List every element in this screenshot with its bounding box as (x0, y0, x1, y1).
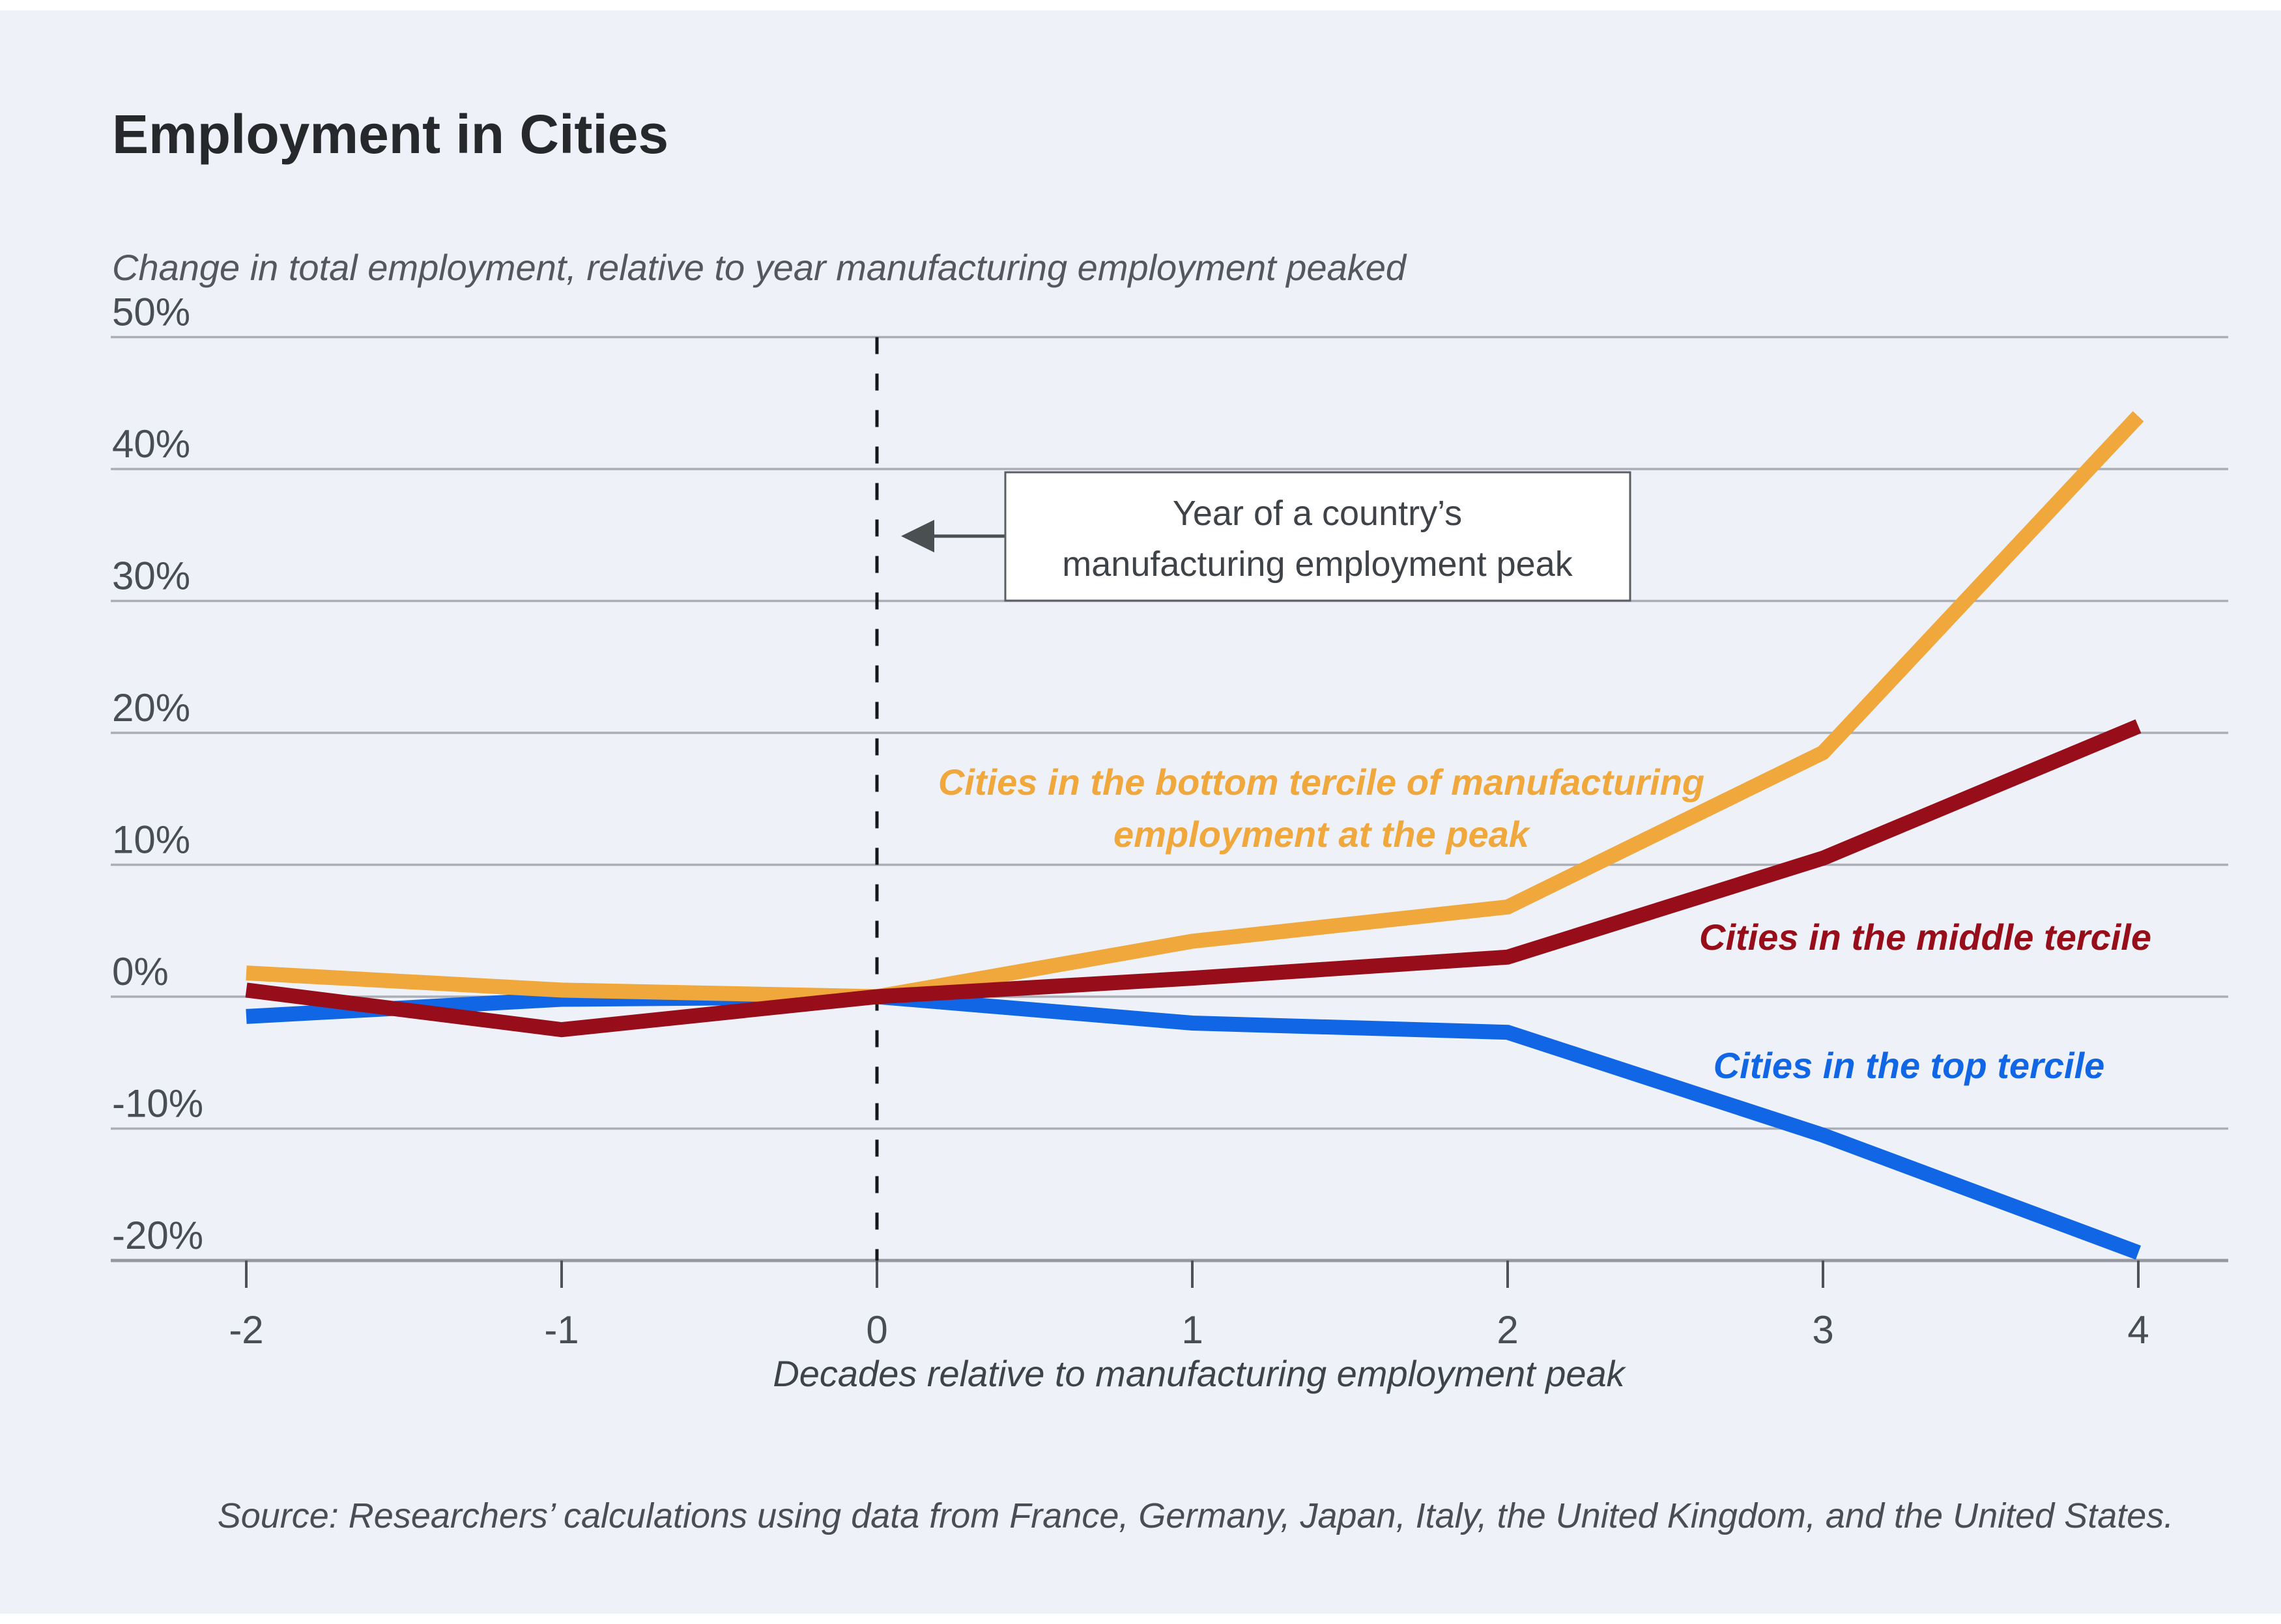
top-edge-strip (0, 0, 2281, 10)
chart-title: Employment in Cities (112, 104, 668, 165)
annotation-text-line1: Year of a country’s (1173, 494, 1462, 533)
annotation-text-line2: manufacturing employment peak (1062, 545, 1573, 584)
y-tick-label-10: 10% (112, 818, 190, 862)
series-lines-group (245, 411, 2144, 1260)
x-axis-group: -2 -1 0 1 2 3 4 (229, 1261, 2149, 1352)
series-label-bottom-tercile: Cities in the bottom tercile of manufact… (938, 762, 1704, 855)
y-tick-label-40: 40% (112, 422, 190, 466)
x-tick-label-4: 4 (2127, 1308, 2149, 1352)
series-line-top-tercile (246, 989, 2142, 1260)
bottom-tercile-label-line2: employment at the peak (1113, 814, 1531, 855)
y-tick-label-30: 30% (112, 554, 190, 598)
annotation-box (1004, 471, 1631, 602)
source-note: Source: Researchers’ calculations using … (218, 1496, 2174, 1535)
x-axis-label: Decades relative to manufacturing employ… (773, 1353, 1626, 1394)
annotation-arrow-head-icon (901, 520, 934, 552)
x-tick-label-2: 2 (1497, 1308, 1518, 1352)
y-tick-label--10: -10% (112, 1082, 203, 1126)
bottom-tercile-label-line1: Cities in the bottom tercile of manufact… (938, 762, 1704, 803)
series-line-middle-tercile (245, 719, 2142, 1038)
gridlines-group: 50% 40% 30% 20% 10% 0% -10% -20% (111, 291, 2228, 1262)
bottom-edge-strip (0, 1614, 2281, 1624)
y-axis-note: Change in total employment, relative to … (112, 247, 1407, 288)
x-tick-label-3: 3 (1812, 1308, 1833, 1352)
x-tick-label-1: 1 (1181, 1308, 1203, 1352)
annotation-callout: Year of a country’s manufacturing employ… (901, 471, 1631, 602)
series-line-bottom-tercile (246, 411, 2144, 1004)
y-tick-label-50: 50% (112, 291, 190, 334)
top-tercile-label: Cities in the top tercile (1714, 1045, 2105, 1086)
x-tick-label--1: -1 (544, 1308, 579, 1352)
x-tick-label--2: -2 (229, 1308, 263, 1352)
y-tick-label-20: 20% (112, 686, 190, 730)
y-tick-label--20: -20% (112, 1214, 203, 1257)
middle-tercile-label: Cities in the middle tercile (1699, 917, 2151, 958)
x-tick-label-0: 0 (866, 1308, 887, 1352)
y-tick-label-0: 0% (112, 950, 169, 993)
